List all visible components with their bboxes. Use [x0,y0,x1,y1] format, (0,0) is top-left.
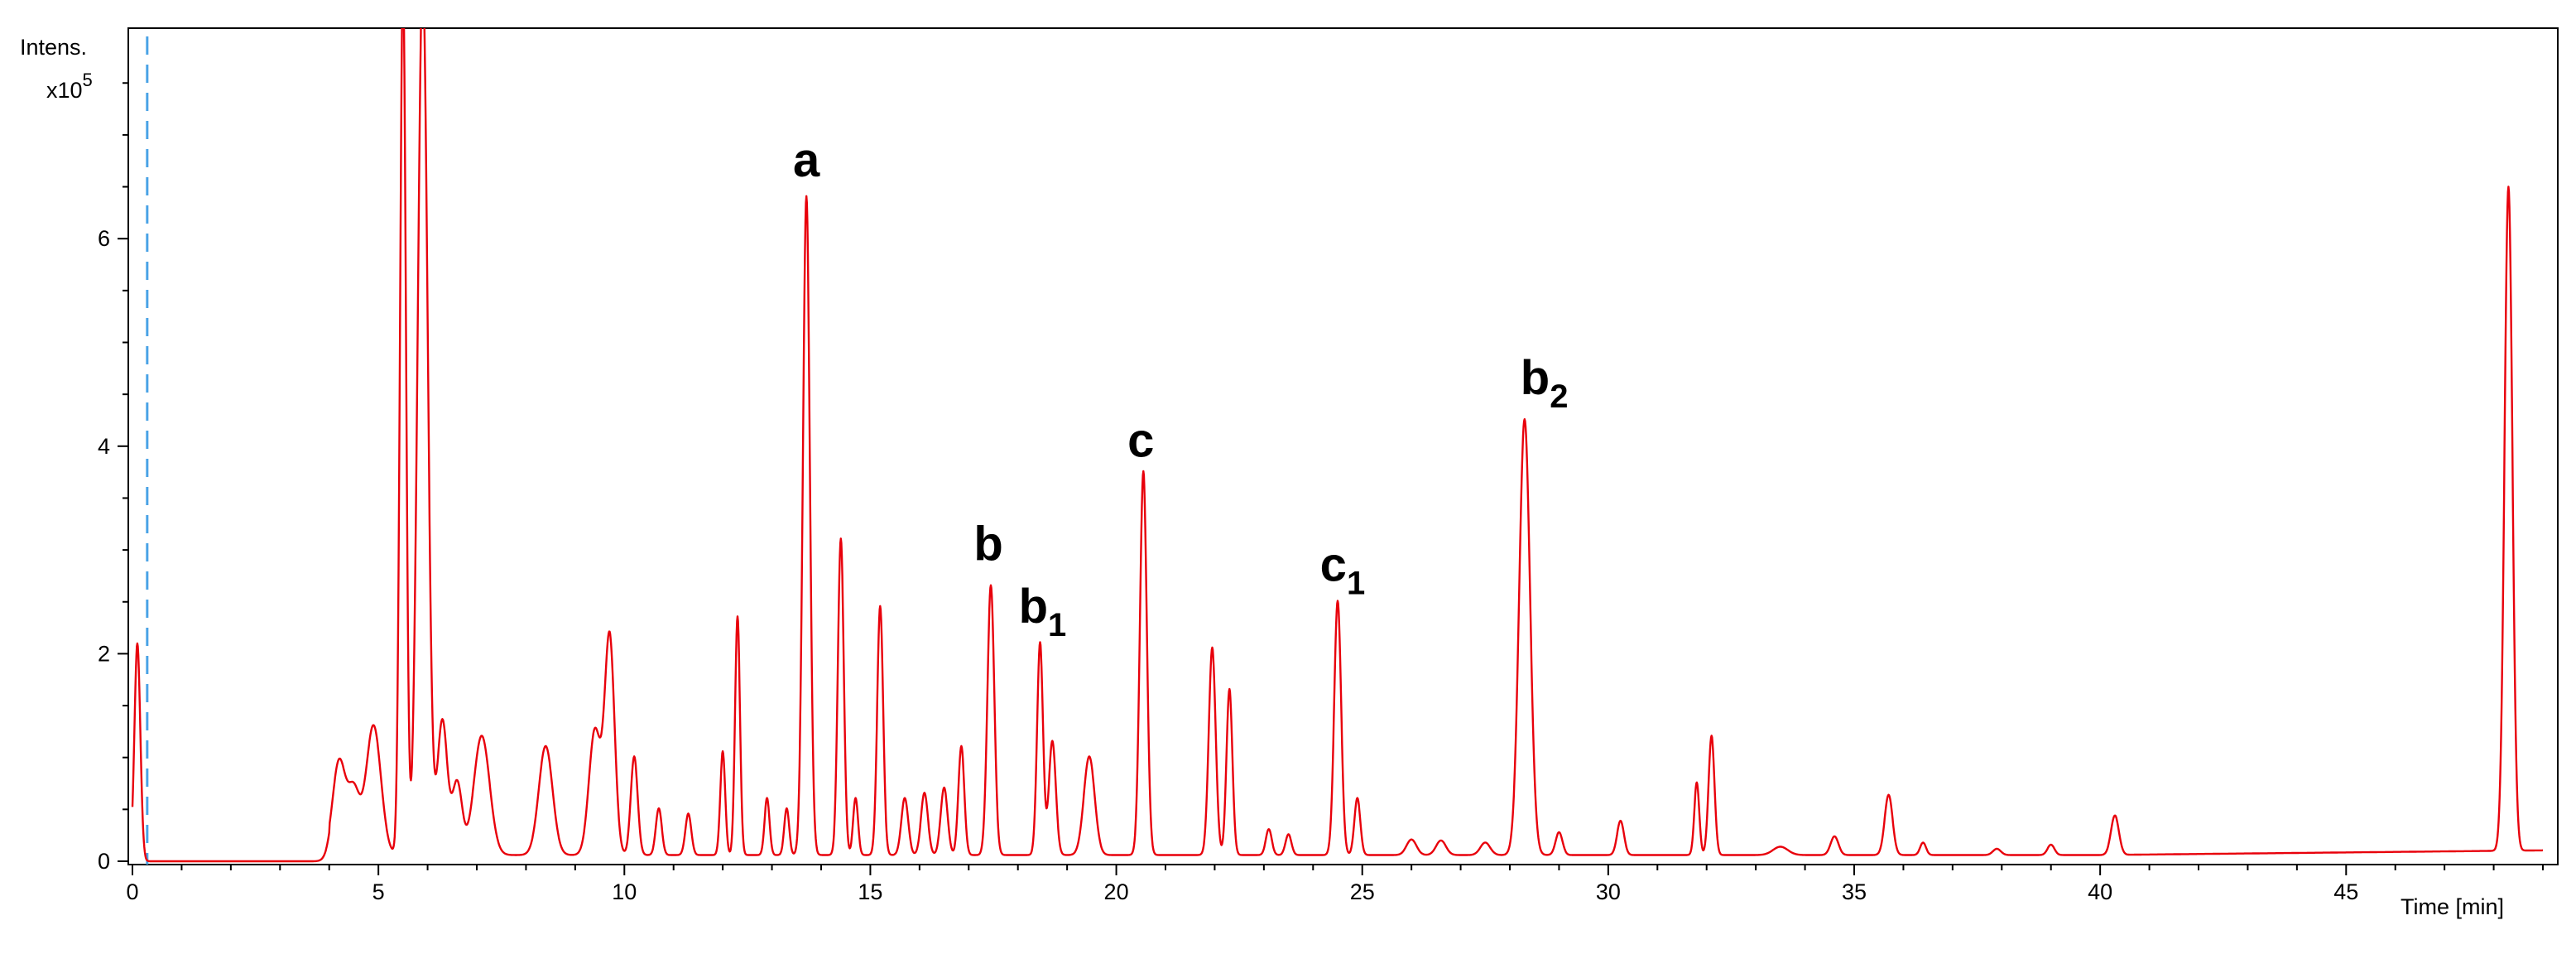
y-tick-label: 0 [98,849,110,874]
peak-label-letter: a [793,133,820,187]
peak-label-a: a [793,133,820,187]
chromatogram-trace [131,28,2544,863]
x-tick-label: 5 [372,879,385,904]
y-tick-label: 2 [98,641,110,666]
x-tick-label: 0 [126,879,138,904]
peak-label-letter: c [1127,413,1154,467]
peak-label-b1: b1 [1019,580,1067,643]
y-tick-label: 4 [98,434,110,459]
peak-label-c: c [1127,413,1154,467]
peak-label-letter: b [973,518,1002,571]
y-tick-label: 6 [98,226,110,251]
trace-layer [131,28,2544,863]
x-tick-label: 30 [1596,879,1621,904]
peak-label-b: b [973,518,1002,571]
peak-label-subscript: 1 [1048,607,1066,643]
peak-label-letter: b [1521,351,1550,405]
y-axis-multiplier-exponent: 5 [83,70,93,90]
peak-label-letter: c [1320,538,1347,592]
x-tick-label: 15 [858,879,882,904]
y-axis-multiplier: x105 [46,70,93,103]
peak-label-subscript: 2 [1550,378,1568,415]
peak-label-letter: b [1019,580,1048,634]
x-tick-label: 25 [1350,879,1375,904]
y-axis-multiplier-base: x10 [46,78,83,103]
x-tick-label: 10 [612,879,637,904]
x-tick-label: 20 [1104,879,1129,904]
x-tick-label: 45 [2333,879,2358,904]
x-axis: 0 5 10 15 20 25 30 35 40 45 [126,865,2544,904]
peak-label-b2: b2 [1521,351,1569,415]
x-axis-title: Time [min] [2401,894,2504,919]
peak-label-subscript: 1 [1347,566,1365,602]
x-tick-label: 35 [1842,879,1867,904]
plot-frame [127,27,2559,865]
y-axis-title: Intens. [20,35,87,60]
x-tick-label: 40 [2088,879,2112,904]
peak-label-c1: c1 [1320,538,1366,602]
y-axis: 0 2 4 6 [98,82,128,874]
